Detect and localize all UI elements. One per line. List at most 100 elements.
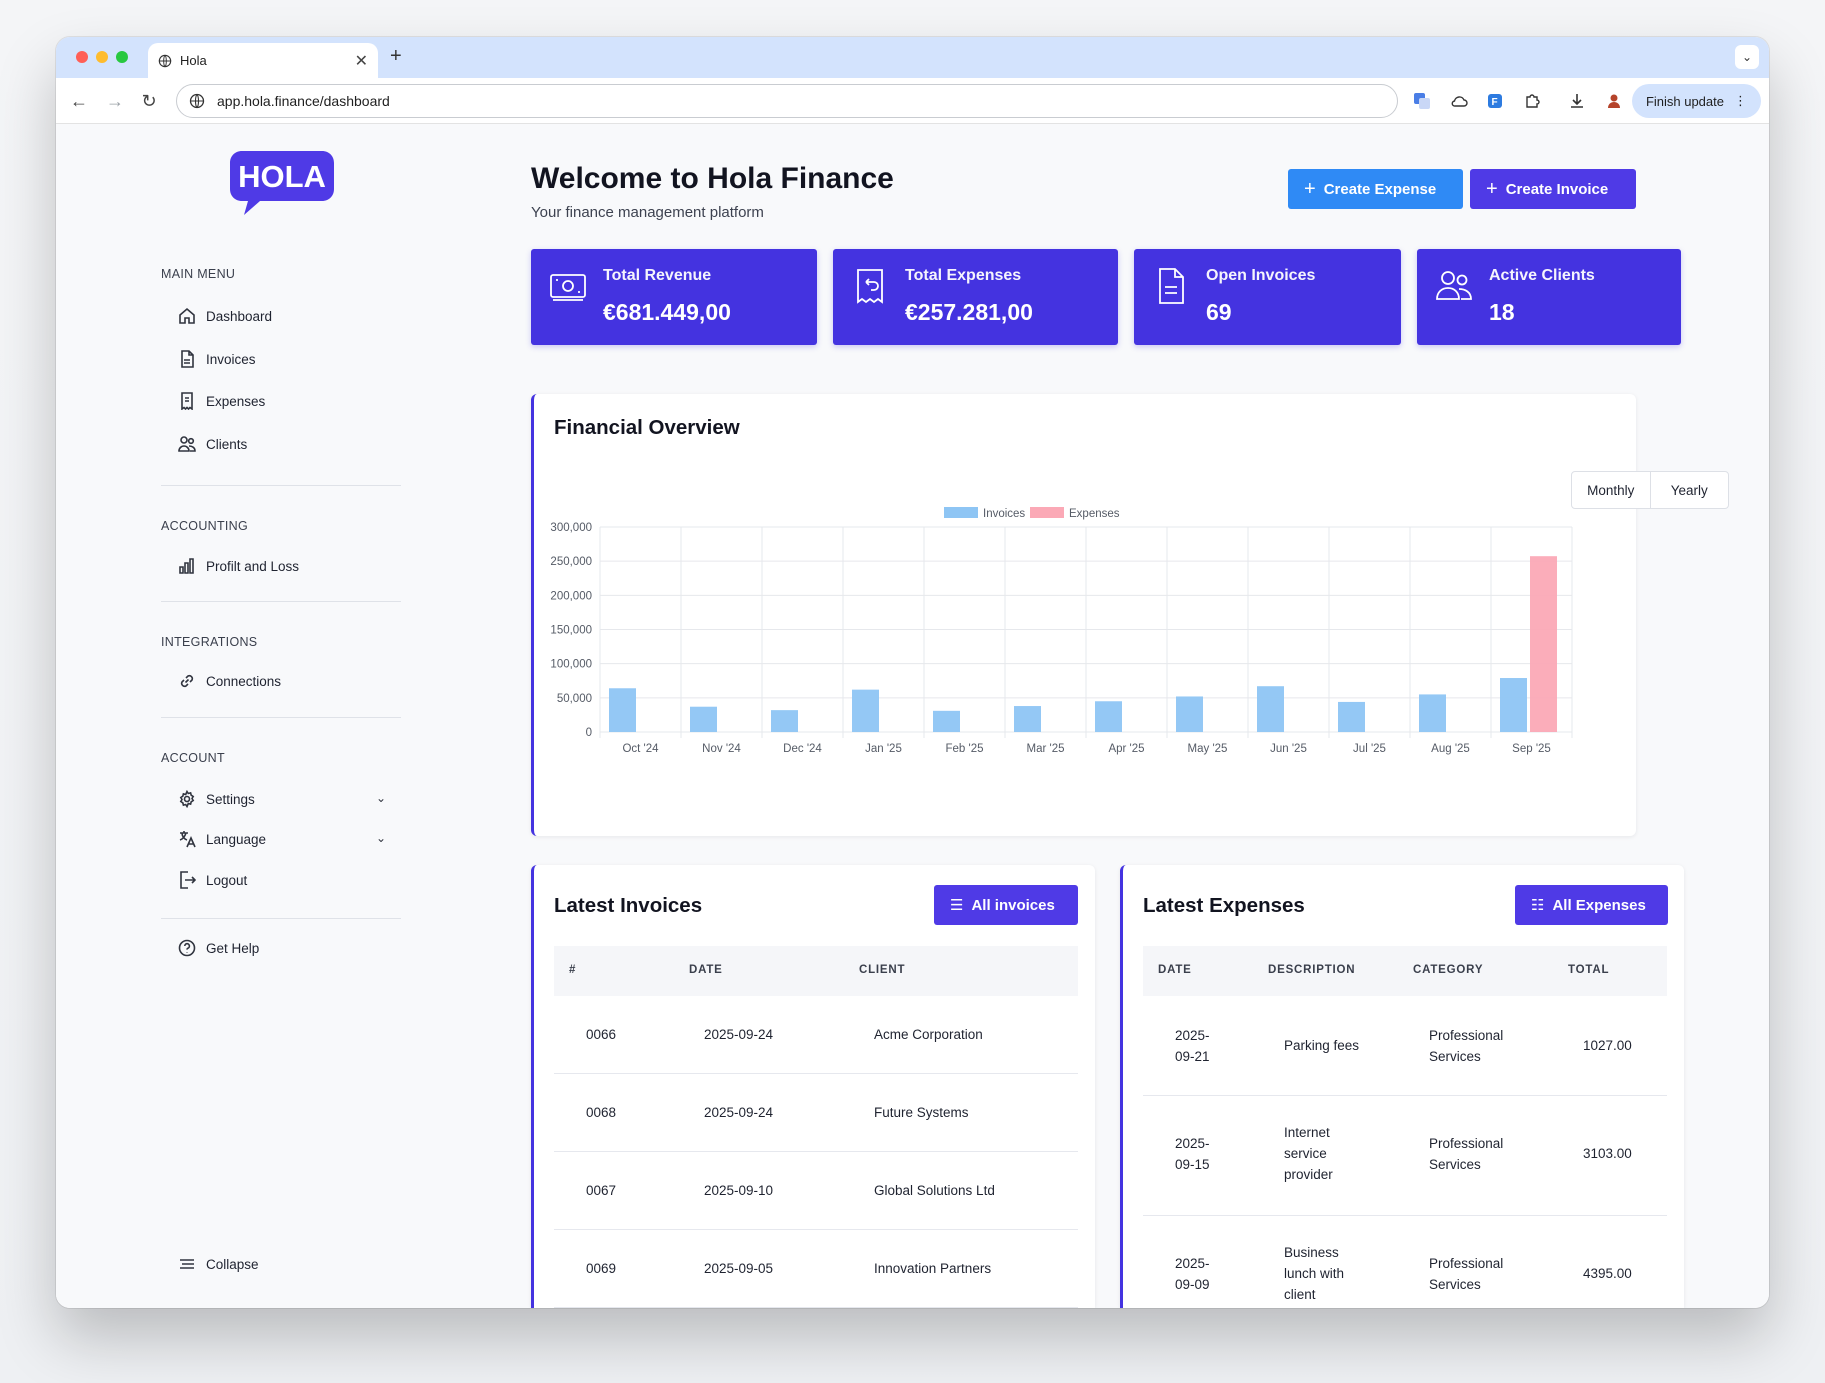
expense-category-line: Professional	[1429, 1028, 1504, 1043]
expense-date: 2025- 09-15	[1175, 1133, 1210, 1175]
forward-arrow-icon[interactable]: →	[106, 90, 124, 111]
legend-swatch	[944, 507, 978, 518]
expense-category: Professional Services	[1429, 1133, 1503, 1175]
expense-date-line: 09-15	[1175, 1157, 1210, 1172]
table-row[interactable]: 2025- 09-15 Internet service provider Profe…	[1143, 1096, 1667, 1216]
language-chevron-down-icon[interactable]: ⌄	[376, 831, 387, 845]
table-row[interactable]: 0067 2025-09-10 Global Solutions Ltd	[554, 1152, 1078, 1230]
invoice-client: Innovation Partners	[874, 1261, 992, 1276]
latest-expenses-card: Latest Expenses ☷ All Expenses DATE DESC…	[1120, 865, 1684, 1308]
expense-description: Business lunch with client	[1284, 1242, 1344, 1305]
plus-icon: +	[1486, 177, 1498, 200]
sidebar-item-label: Dashboard	[206, 308, 273, 324]
all-expenses-label: All Expenses	[1552, 896, 1646, 914]
yearly-toggle[interactable]: Yearly	[1670, 482, 1708, 498]
table-row[interactable]: 0069 2025-09-05 Innovation Partners	[554, 1230, 1078, 1308]
divider	[161, 485, 401, 486]
sidebar-item-profit-loss[interactable]: Profilt and Loss	[178, 554, 299, 578]
create-invoice-label: Create Invoice	[1505, 180, 1609, 198]
back-arrow-icon[interactable]: ←	[70, 90, 88, 111]
expense-total: 3103.00	[1583, 1146, 1632, 1161]
sidebar-item-dashboard[interactable]: Dashboard	[178, 304, 272, 328]
stat-card-total-expenses[interactable]: Total Expenses €257.281,00	[833, 249, 1118, 345]
x-tick-label: Apr '25	[1108, 743, 1144, 755]
stat-card-active-clients[interactable]: Active Clients 18	[1417, 249, 1681, 345]
browser-window: Hola ✕ + ⌄ ← → ↻ app.hola.finance/dashbo…	[56, 37, 1769, 1308]
col-description: DESCRIPTION	[1268, 964, 1356, 976]
expense-description-line: client	[1284, 1287, 1316, 1302]
legend-label: Expenses	[1069, 508, 1120, 520]
sidebar-item-clients[interactable]: Clients	[178, 432, 247, 456]
f-extension-icon[interactable]: F	[1484, 90, 1506, 112]
translate-extension-icon[interactable]	[1411, 90, 1433, 112]
bar-invoices	[1257, 686, 1284, 732]
new-tab-button[interactable]: +	[390, 45, 402, 67]
x-tick-label: Nov '24	[702, 743, 741, 755]
invoice-number: 0066	[586, 1027, 617, 1042]
table-row[interactable]: 2025- 09-21 Parking fees Professional Serv…	[1143, 996, 1667, 1096]
stat-value: 69	[1206, 299, 1232, 325]
col-client: CLIENT	[859, 964, 906, 976]
close-window-button[interactable]	[76, 51, 88, 63]
table-row[interactable]: 0066 2025-09-24 Acme Corporation	[554, 996, 1078, 1074]
finish-update-button[interactable]: Finish update ⋮	[1631, 84, 1761, 118]
expense-description-line: Internet	[1284, 1125, 1330, 1140]
tab-search-chevron-icon[interactable]: ⌄	[1735, 45, 1759, 69]
close-tab-icon[interactable]: ✕	[354, 52, 368, 70]
bar-invoices	[1338, 701, 1365, 732]
hola-logo[interactable]: HOLA	[228, 149, 336, 217]
sidebar-item-logout[interactable]: Logout	[178, 868, 247, 892]
collapse-sidebar-button[interactable]: Collapse	[178, 1252, 259, 1276]
expense-description: Internet service provider	[1284, 1122, 1333, 1185]
invoice-number: 0068	[586, 1105, 617, 1120]
sidebar-item-expenses[interactable]: Expenses	[178, 389, 265, 413]
create-expense-button[interactable]: + Create Expense	[1288, 169, 1463, 209]
create-expense-label: Create Expense	[1323, 180, 1437, 198]
invoice-client: Acme Corporation	[874, 1027, 983, 1042]
card-title: Latest Invoices	[554, 894, 703, 917]
browser-tab[interactable]: Hola ✕	[148, 43, 378, 78]
stat-card-open-invoices[interactable]: Open Invoices 69	[1134, 249, 1401, 345]
reload-icon[interactable]: ↻	[141, 90, 157, 111]
maximize-window-button[interactable]	[116, 51, 128, 63]
sidebar-item-label: Language	[206, 831, 267, 847]
link-icon	[180, 674, 194, 688]
expense-date-line: 09-09	[1175, 1277, 1210, 1292]
table-row[interactable]: 0068 2025-09-24 Future Systems	[554, 1074, 1078, 1152]
more-options-icon[interactable]: ⋮	[1734, 93, 1747, 108]
document-icon	[1159, 268, 1184, 304]
collapse-label: Collapse	[206, 1256, 259, 1272]
cloud-extension-icon[interactable]	[1448, 90, 1470, 112]
x-tick-label: May '25	[1188, 743, 1228, 755]
menu-lines-icon	[180, 1259, 194, 1269]
help-circle-icon	[178, 939, 196, 957]
table-row[interactable]: 2025- 09-09 Business lunch with client Prof…	[1143, 1216, 1667, 1308]
profile-avatar-icon[interactable]	[1603, 90, 1625, 112]
legend-swatch	[1030, 507, 1064, 518]
expense-date-line: 2025-	[1175, 1256, 1210, 1271]
all-invoices-button[interactable]: ☰ All invoices	[934, 885, 1078, 925]
sidebar-item-invoices[interactable]: Invoices	[178, 347, 256, 371]
site-info-icon[interactable]	[189, 93, 205, 109]
sidebar-item-connections[interactable]: Connections	[178, 669, 281, 693]
stat-value: €257.281,00	[905, 299, 1033, 325]
translate-icon	[179, 831, 196, 848]
create-invoice-button[interactable]: + Create Invoice	[1470, 169, 1636, 209]
sidebar-item-settings[interactable]: Settings	[178, 787, 255, 811]
all-invoices-label: All invoices	[971, 896, 1055, 914]
receipt-icon	[181, 392, 193, 410]
all-expenses-button[interactable]: ☷ All Expenses	[1515, 885, 1668, 925]
settings-chevron-down-icon[interactable]: ⌄	[376, 791, 387, 805]
monthly-toggle[interactable]: Monthly	[1572, 472, 1651, 508]
puzzle-extensions-icon[interactable]	[1521, 90, 1543, 112]
minimize-window-button[interactable]	[96, 51, 108, 63]
x-tick-label: Oct '24	[622, 743, 659, 755]
period-toggle: Monthly Yearly	[1571, 471, 1729, 509]
sidebar-item-help[interactable]: Get Help	[178, 936, 259, 960]
y-tick-label: 0	[586, 727, 592, 739]
bar-expenses	[1530, 556, 1557, 732]
sidebar-item-language[interactable]: Language	[178, 827, 266, 851]
download-icon[interactable]	[1566, 90, 1588, 112]
address-bar[interactable]: app.hola.finance/dashboard	[176, 84, 1398, 118]
stat-card-total-revenue[interactable]: Total Revenue €681.449,00	[531, 249, 817, 345]
